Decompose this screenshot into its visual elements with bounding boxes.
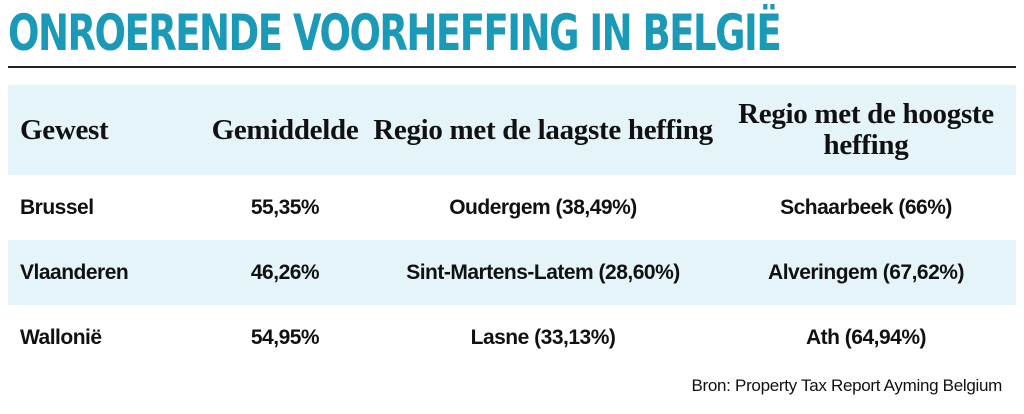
header-hoogste-heffing: Regio met de hoogste heffing	[738, 98, 994, 161]
cell-gemiddelde: 46,26%	[250, 260, 320, 284]
table-row: Brussel 55,35% Oudergem (38,49%) Schaarb…	[8, 175, 1016, 240]
cell-gewest: Brussel	[20, 195, 94, 219]
cell-gewest: Wallonië	[20, 325, 102, 349]
header-gemiddelde: Gemiddelde	[211, 113, 359, 146]
page-title: ONROERENDE VOORHEFFING IN BELGIË	[8, 4, 782, 62]
header-gewest: Gewest	[20, 113, 109, 146]
title-divider	[8, 66, 1016, 68]
cell-laagste: Lasne (33,13%)	[470, 325, 616, 349]
cell-gewest: Vlaanderen	[20, 260, 129, 284]
cell-gemiddelde: 54,95%	[250, 325, 320, 349]
header-laagste-heffing: Regio met de laagste heffing	[373, 113, 713, 146]
cell-hoogste: Schaarbeek (66%)	[780, 195, 952, 219]
cell-hoogste: Alveringem (67,62%)	[768, 260, 964, 284]
cell-hoogste: Ath (64,94%)	[805, 325, 927, 349]
table-row: Vlaanderen 46,26% Sint-Martens-Latem (28…	[8, 240, 1016, 305]
tax-table: Gewest Gemiddelde Regio met de laagste h…	[8, 85, 1016, 370]
table-row: Wallonië 54,95% Lasne (33,13%) Ath (64,9…	[8, 305, 1016, 370]
cell-gemiddelde: 55,35%	[250, 195, 320, 219]
source-note: Bron: Property Tax Report Ayming Belgium	[691, 376, 1002, 395]
table-header-row: Gewest Gemiddelde Regio met de laagste h…	[8, 85, 1016, 175]
cell-laagste: Oudergem (38,49%)	[449, 195, 637, 219]
cell-laagste: Sint-Martens-Latem (28,60%)	[406, 260, 680, 284]
